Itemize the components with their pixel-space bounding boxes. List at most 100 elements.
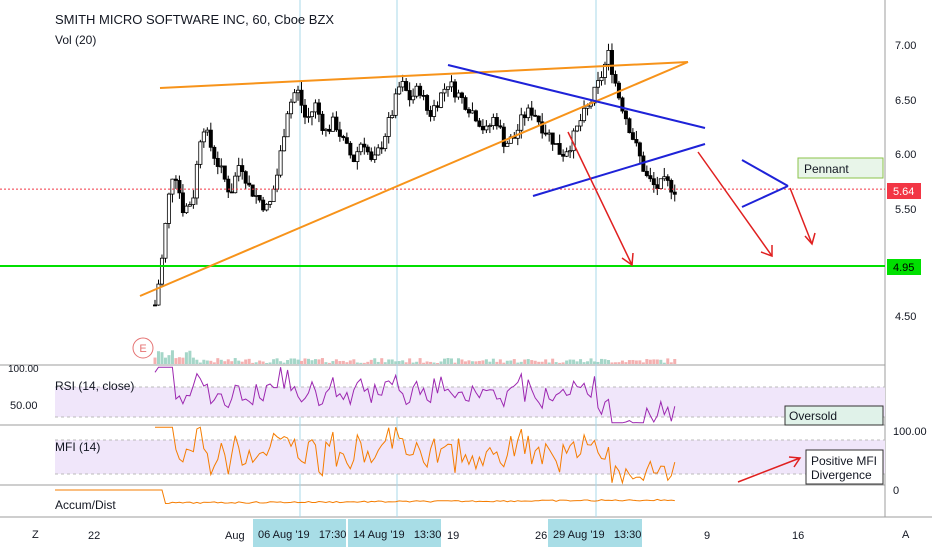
volume-bar — [160, 352, 164, 364]
candle — [435, 105, 440, 108]
volume-bar — [230, 361, 234, 364]
candle — [526, 107, 531, 119]
wedge-upper-line[interactable] — [159, 61, 689, 89]
candle — [240, 165, 245, 172]
earnings-marker[interactable] — [132, 337, 154, 359]
volume-bar — [366, 361, 370, 364]
volume-bar — [216, 358, 220, 364]
candle — [337, 129, 342, 137]
time-highlight-label: 06 Aug '19 17:30 — [258, 529, 346, 541]
volume-bar — [450, 358, 454, 364]
rsi-tick-label: 100.00 — [8, 364, 39, 375]
candle — [299, 89, 304, 106]
volume-bar — [610, 362, 614, 364]
projection-arrow[interactable] — [697, 151, 773, 258]
pennant-lower-line[interactable] — [741, 185, 789, 208]
volume-bar — [272, 359, 276, 364]
mfi-divergence-text-1: Positive MFI — [811, 454, 877, 468]
time-highlight — [548, 519, 642, 547]
candle — [536, 115, 541, 123]
volume-bar — [519, 361, 523, 364]
candle — [306, 116, 311, 119]
candle — [264, 203, 269, 211]
candle — [348, 142, 353, 156]
candle — [606, 50, 611, 65]
candle — [501, 126, 506, 147]
volume-bar — [516, 362, 520, 364]
auto-scale-right-button[interactable]: A — [898, 525, 914, 543]
candle — [463, 97, 468, 110]
time-tick-label: Aug — [225, 530, 245, 542]
candle — [564, 151, 569, 157]
volume-bar — [544, 359, 548, 364]
auto-scale-left-button[interactable]: Z — [28, 525, 44, 543]
projection-arrow[interactable] — [789, 187, 816, 246]
descending-trendline[interactable] — [447, 64, 706, 129]
volume-indicator-label: Vol (20) — [55, 33, 96, 47]
volume-bar — [669, 362, 673, 364]
pennant-callout[interactable] — [797, 157, 884, 179]
volume-bar — [188, 350, 192, 364]
volume-bar — [303, 358, 307, 364]
volume-bar — [359, 362, 363, 364]
candle — [557, 143, 562, 155]
candle — [316, 102, 321, 115]
volume-bar — [261, 361, 265, 364]
volume-bar — [153, 357, 157, 364]
volume-bar — [673, 358, 677, 364]
volume-bar — [289, 358, 293, 364]
candle — [578, 120, 583, 127]
candle — [648, 175, 653, 180]
volume-bar — [195, 359, 199, 364]
candle — [522, 114, 527, 119]
candle — [644, 170, 649, 177]
volume-bar — [446, 358, 450, 364]
candle — [152, 304, 157, 307]
candle — [362, 143, 367, 148]
volume-bar — [268, 362, 272, 364]
candle — [397, 86, 402, 95]
volume-bar — [296, 359, 300, 364]
volume-bar — [484, 359, 488, 364]
candle — [292, 92, 297, 103]
time-highlight-label: 29 Aug '19 13:30 — [553, 529, 641, 541]
candle — [296, 89, 301, 94]
volume-bar — [659, 359, 663, 364]
candle — [620, 97, 625, 112]
candle — [630, 132, 635, 140]
volume-bar — [244, 359, 248, 364]
volume-bar — [401, 360, 405, 364]
volume-bar — [394, 361, 398, 364]
projection-arrow[interactable] — [567, 131, 634, 267]
volume-bar — [174, 358, 178, 364]
candle — [351, 154, 356, 163]
volume-bar — [324, 362, 328, 364]
oversold-callout[interactable] — [784, 405, 884, 426]
volume-bar — [310, 360, 314, 364]
time-highlight — [253, 519, 346, 547]
volume-bar — [320, 358, 324, 364]
ascending-trendline[interactable] — [532, 143, 706, 197]
support-price-badge — [887, 259, 921, 275]
candle — [379, 147, 384, 150]
volume-bar — [247, 358, 251, 364]
mfi-divergence-arrow[interactable] — [737, 456, 802, 483]
candle — [261, 199, 266, 211]
volume-bar — [258, 360, 262, 364]
candle — [561, 153, 566, 157]
mfi-divergence-callout[interactable] — [805, 449, 884, 485]
pennant-upper-line[interactable] — [741, 159, 789, 187]
candle — [156, 283, 161, 306]
candle — [428, 110, 433, 117]
volume-bar — [223, 361, 227, 364]
volume-bar — [523, 359, 527, 364]
volume-bar — [425, 361, 429, 364]
volume-bar — [373, 358, 377, 364]
volume-bar — [348, 360, 352, 364]
candle — [191, 197, 196, 206]
accum-dist-line — [55, 489, 675, 505]
candle — [533, 114, 538, 117]
volume-bar — [177, 357, 181, 364]
